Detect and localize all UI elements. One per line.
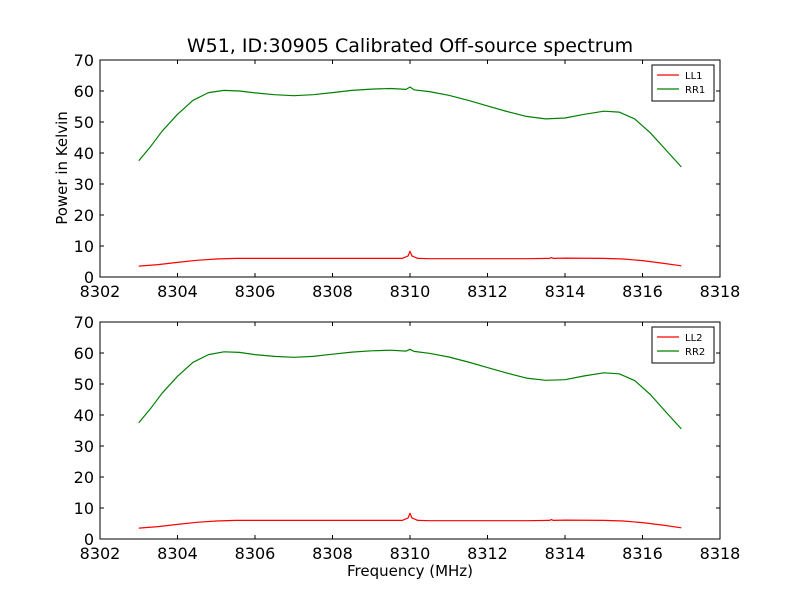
chart-title: W51, ID:30905 Calibrated Off-source spec…: [187, 35, 633, 57]
legend-box: [651, 326, 715, 364]
legend-label-rr1: RR1: [685, 85, 705, 96]
legend-label-rr2: RR2: [685, 347, 705, 358]
plot-frame: [99, 59, 721, 278]
legend-label-ll1: LL1: [685, 71, 703, 82]
y-axis-label: Power in Kelvin: [53, 111, 71, 225]
x-tick-label: 8310: [390, 544, 431, 563]
x-tick-label: 8308: [312, 282, 353, 301]
x-tick-label: 8302: [80, 282, 121, 301]
subplot-bottom: 8302 8304 8306 8308 8310 8312 8314 8316 8318 0 10 2…: [74, 313, 741, 563]
x-tick-label: 8306: [235, 544, 276, 563]
y-tick-label: 50: [74, 113, 94, 132]
y-tick-label: 70: [74, 51, 94, 70]
y-tick-label: 60: [74, 82, 94, 101]
y-tick-label: 50: [74, 375, 94, 394]
x-tick-label: 8308: [312, 544, 353, 563]
series-line-rr1: [138, 86, 682, 168]
y-tick-label: 30: [74, 437, 94, 456]
y-tick-label: 40: [74, 406, 94, 425]
series-line-ll1: [138, 250, 682, 267]
y-tick-label: 40: [74, 144, 94, 163]
x-tick-label: 8304: [157, 544, 198, 563]
x-tick-label: 8316: [622, 282, 663, 301]
y-tick-label: 0: [84, 268, 94, 287]
y-tick-label: 10: [74, 237, 94, 256]
x-tick-label: 8318: [700, 544, 741, 563]
x-tick-label: 8314: [545, 544, 586, 563]
subplot-top: 8302 8304 8306 8308 8310 8312 8314 8316 8318 0 10 2…: [74, 51, 741, 301]
y-tick-label: 30: [74, 175, 94, 194]
series-line-ll2: [138, 512, 682, 529]
x-tick-label: 8302: [80, 544, 121, 563]
legend-label-ll2: LL2: [685, 333, 703, 344]
x-axis-label: Frequency (MHz): [347, 562, 473, 580]
legend-box: [651, 64, 715, 102]
y-tick-label: 70: [74, 313, 94, 332]
y-tick-label: 20: [74, 468, 94, 487]
y-tick-label: 10: [74, 499, 94, 518]
x-tick-label: 8314: [545, 282, 586, 301]
y-tick-label: 20: [74, 206, 94, 225]
y-tick-label: 60: [74, 344, 94, 363]
y-tick-label: 0: [84, 530, 94, 549]
x-tick-label: 8310: [390, 282, 431, 301]
x-tick-label: 8312: [467, 544, 508, 563]
x-tick-label: 8318: [700, 282, 741, 301]
series-line-rr2: [138, 348, 682, 430]
x-tick-label: 8312: [467, 282, 508, 301]
x-tick-label: 8306: [235, 282, 276, 301]
x-tick-label: 8304: [157, 282, 198, 301]
plot-frame: [99, 321, 721, 540]
x-tick-label: 8316: [622, 544, 663, 563]
